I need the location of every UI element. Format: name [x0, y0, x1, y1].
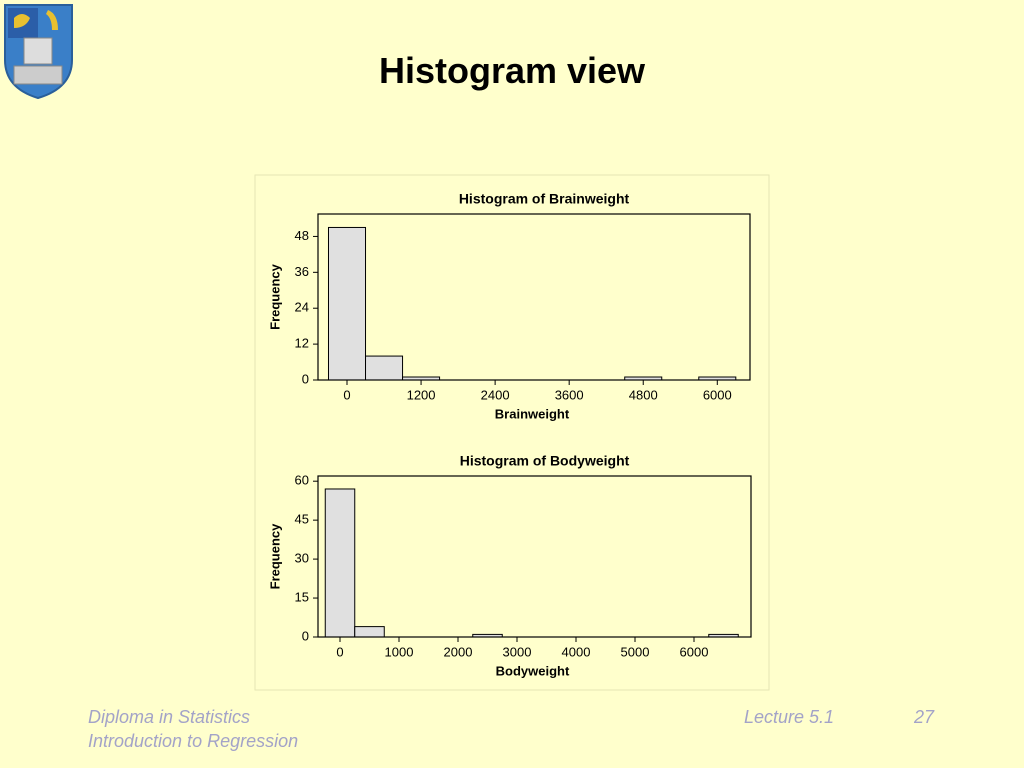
crest-logo	[4, 4, 73, 100]
x-tick-label: 3600	[555, 387, 584, 402]
x-tick-label: 1000	[385, 644, 414, 659]
footer-course: Diploma in Statistics	[88, 707, 251, 727]
y-tick-label: 15	[295, 589, 309, 604]
histogram-bar	[354, 626, 385, 638]
x-axis-label: Bodyweight	[496, 663, 570, 678]
chart-panel	[254, 174, 770, 691]
x-tick-label: 6000	[703, 387, 732, 402]
plot-frame	[317, 475, 752, 638]
x-tick-label: 2400	[481, 387, 510, 402]
y-tick-label: 0	[302, 628, 309, 643]
chart-title: Histogram of Brainweight	[459, 191, 630, 207]
x-tick-label: 3000	[503, 644, 532, 659]
footer-page: 27	[914, 707, 935, 727]
footer-topic: Introduction to Regression	[88, 731, 299, 751]
y-tick-label: 60	[295, 473, 309, 488]
x-tick-label: 6000	[680, 644, 709, 659]
y-tick-label: 24	[295, 300, 309, 315]
x-tick-label: 4800	[629, 387, 658, 402]
chart-title: Histogram of Bodyweight	[460, 453, 630, 469]
y-tick-label: 36	[295, 264, 309, 279]
x-tick-label: 0	[343, 387, 350, 402]
histogram-bar	[365, 355, 404, 381]
x-axis-label: Brainweight	[495, 406, 570, 421]
x-tick-label: 5000	[621, 644, 650, 659]
histogram-bar	[327, 226, 367, 381]
y-tick-label: 30	[295, 551, 309, 566]
histogram-bar	[324, 488, 356, 638]
footer-lecture: Lecture 5.1	[744, 707, 835, 727]
y-axis-label: Frequency	[267, 263, 282, 330]
plot-frame	[317, 213, 751, 381]
slide-title: Histogram view	[378, 50, 646, 91]
x-tick-label: 2000	[444, 644, 473, 659]
y-axis-label: Frequency	[267, 523, 282, 590]
y-tick-label: 45	[295, 512, 309, 527]
x-tick-label: 1200	[407, 387, 436, 402]
y-tick-label: 12	[295, 336, 309, 351]
y-tick-label: 0	[302, 371, 309, 386]
x-tick-label: 0	[336, 644, 343, 659]
x-tick-label: 4000	[562, 644, 591, 659]
y-tick-label: 48	[295, 228, 309, 243]
